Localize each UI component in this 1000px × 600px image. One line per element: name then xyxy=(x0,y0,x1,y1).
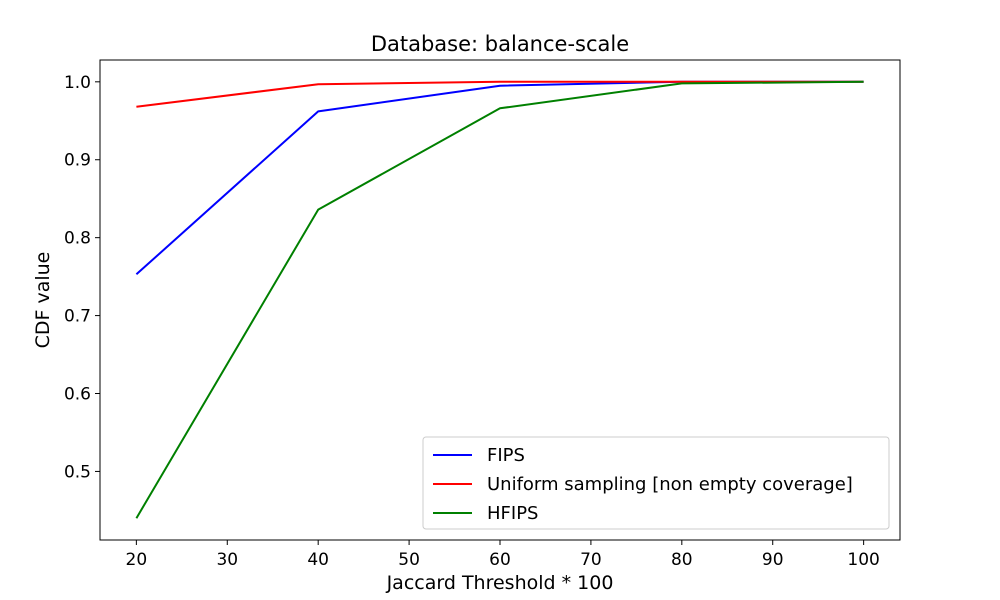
y-axis-ticks: 0.5 0.6 0.7 0.8 0.9 1.0 xyxy=(64,73,100,482)
y-tick-label: 0.5 xyxy=(64,462,91,482)
y-tick-label: 0.7 xyxy=(64,307,91,327)
series-line-1 xyxy=(136,80,864,108)
legend-label: HFIPS xyxy=(487,503,538,524)
legend: FIPS Uniform sampling [non empty coverage… xyxy=(422,436,890,530)
legend-label: FIPS xyxy=(487,445,525,466)
x-tick-label: 20 xyxy=(126,550,148,570)
series-line-0 xyxy=(135,80,864,276)
y-tick-label: 0.8 xyxy=(64,229,91,249)
x-tick-label: 90 xyxy=(762,550,784,570)
y-tick-label: 1.0 xyxy=(64,73,91,93)
chart-title: Database: balance-scale xyxy=(371,32,629,56)
legend-frame xyxy=(422,436,890,530)
series-line-2 xyxy=(135,80,864,519)
y-axis-label: CDF value xyxy=(32,252,54,349)
y-tick-label: 0.6 xyxy=(64,385,91,405)
x-tick-label: 30 xyxy=(216,550,238,570)
x-axis-label: Jaccard Threshold * 100 xyxy=(386,572,614,594)
x-tick-label: 60 xyxy=(489,550,511,570)
series-layer xyxy=(135,80,864,519)
x-tick-label: 40 xyxy=(307,550,329,570)
x-tick-label: 80 xyxy=(671,550,693,570)
y-tick-label: 0.9 xyxy=(64,151,91,171)
legend-label: Uniform sampling [non empty coverage] xyxy=(487,474,853,495)
x-tick-label: 50 xyxy=(398,550,420,570)
x-tick-label: 100 xyxy=(847,550,879,570)
x-tick-label: 70 xyxy=(580,550,602,570)
x-axis-ticks: 20 30 40 50 60 70 80 90 100 xyxy=(126,540,880,570)
